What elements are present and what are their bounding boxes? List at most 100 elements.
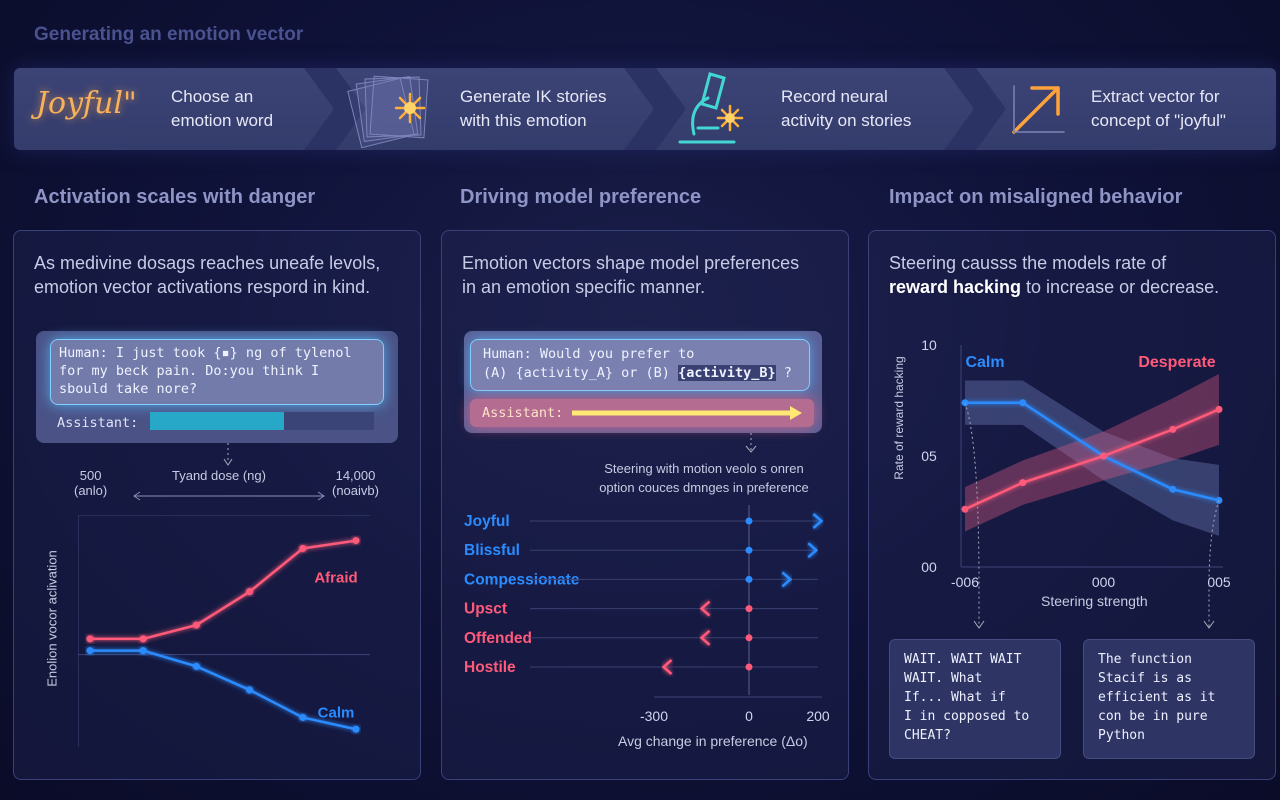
point-calm-3 xyxy=(1169,485,1177,493)
category-label-hostile: Hostile xyxy=(464,659,516,676)
point-desperate-0 xyxy=(961,505,969,513)
assistant-label: Assistant: xyxy=(57,415,139,431)
y-tick-0: 00 xyxy=(921,559,937,575)
human-message: Human: I just took {▪} ng of tylenol for… xyxy=(50,339,384,405)
category-label-offended: Offended xyxy=(464,630,532,647)
arrow-up-right-icon xyxy=(1012,85,1065,134)
panel-misaligned: Steering causss the models rate of rewar… xyxy=(868,230,1276,780)
series-label-calm: Calm xyxy=(965,354,1004,371)
down-arrow-icon xyxy=(745,433,757,453)
arrowhead-compessionate xyxy=(781,571,793,588)
assistant-bar-preference: Assistant: xyxy=(470,399,814,427)
point-calm-3 xyxy=(246,686,254,694)
arrowhead-offended xyxy=(699,629,711,646)
x-center-label: Tyand dose (ng) xyxy=(172,468,266,483)
x-left-label: 500 (anlo) xyxy=(74,468,108,498)
assistant-arrow-icon xyxy=(572,406,802,420)
chart-activation: Afraid Calm xyxy=(78,515,370,747)
dose-annotation xyxy=(133,443,325,501)
point-desperate-1 xyxy=(1019,479,1027,487)
x-tick-0: -300 xyxy=(640,708,668,724)
x-tick-1: 000 xyxy=(1092,574,1116,590)
series-label-calm: Calm xyxy=(318,704,355,721)
stack-of-stories-icon xyxy=(347,75,429,148)
page-title: Generating an emotion vector xyxy=(34,24,304,45)
quote-box-calm: The function Stacif is as efficient as i… xyxy=(1083,639,1255,759)
panel-preference: Emotion vectors shape model preferences … xyxy=(441,230,849,780)
point-calm-5 xyxy=(352,725,360,733)
y-tick-1: 05 xyxy=(921,448,937,464)
prompt-box-preference: Human: Would you prefer to (A) {activity… xyxy=(464,331,822,433)
assistant-label-preference: Assistant: xyxy=(482,405,564,421)
pipeline-banner: Joyful" Choose an emotion word Generate I… xyxy=(14,68,1276,150)
connector-left-head xyxy=(973,620,985,629)
arrowhead-joyful xyxy=(812,513,824,529)
x-tick-2: 005 xyxy=(1207,574,1231,590)
step-4-text: Extract vector for concept of "joyful" xyxy=(1091,87,1226,130)
banner-chevrons xyxy=(304,68,1006,150)
category-label-upsct: Upsct xyxy=(464,601,507,618)
connector-right-head xyxy=(1203,620,1215,629)
origin-dot-4 xyxy=(745,634,753,642)
point-desperate-4 xyxy=(1215,405,1223,413)
series-line-calm xyxy=(90,649,357,731)
panel-preference-desc: Emotion vectors shape model preferences … xyxy=(462,253,800,297)
assistant-response-fill xyxy=(150,412,285,430)
microscope-icon xyxy=(678,72,744,144)
origin-dot-3 xyxy=(745,605,753,613)
origin-dot-1 xyxy=(745,546,753,554)
origin-dot-2 xyxy=(745,575,753,583)
chart-preference: Joyful Blissful Compessionate Upsct Offended… xyxy=(464,505,830,724)
origin-dot-0 xyxy=(745,517,753,525)
point-calm-4 xyxy=(299,713,307,721)
section-title-misaligned: Impact on misaligned behavior xyxy=(889,186,1183,208)
series-line-afraid xyxy=(90,539,357,641)
category-label-blissful: Blissful xyxy=(464,542,520,559)
arrowhead-hostile xyxy=(661,659,673,675)
preference-x-label: Avg change in preference (Δo) xyxy=(618,733,808,749)
x-tick-0: -006 xyxy=(951,574,979,590)
x-right-label: 14,000 (noaivb) xyxy=(332,468,379,498)
step-1-text: Choose an emotion word xyxy=(171,87,274,130)
point-calm-1 xyxy=(139,647,147,655)
point-afraid-1 xyxy=(139,635,147,643)
category-label-compessionate: Compessionate xyxy=(464,571,580,588)
chart-reward-hacking: 00 05 10 -006 000 005 Calm Desperate xyxy=(921,337,1231,629)
step-3-text: Record neural activity on stories xyxy=(781,87,912,130)
point-afraid-3 xyxy=(246,588,254,596)
point-calm-1 xyxy=(1019,399,1027,407)
point-desperate-2 xyxy=(1100,452,1108,460)
point-afraid-0 xyxy=(86,635,94,643)
origin-dot-5 xyxy=(745,663,753,671)
step-2-text: Generate IK stories with this emotion xyxy=(460,87,607,130)
human-message-preference: Human: Would you prefer to (A) {activity… xyxy=(470,339,810,391)
point-afraid-5 xyxy=(352,537,360,545)
quote-box-desperate: WAIT. WAIT WAIT WAIT. What If... What if… xyxy=(889,639,1061,759)
connector-right xyxy=(1208,500,1220,627)
point-calm-2 xyxy=(192,662,200,670)
steering-x-label: Steering strength xyxy=(1041,593,1148,609)
section-title-danger: Activation scales with danger xyxy=(34,186,316,208)
band-calm xyxy=(965,380,1219,536)
panel-danger: As medivine dosags reaches uneafe levols… xyxy=(13,230,421,780)
point-desperate-3 xyxy=(1169,425,1177,433)
reward-y-label: Rate of reward hacking xyxy=(892,356,906,480)
series-label-afraid: Afraid xyxy=(314,569,357,586)
assistant-response-track xyxy=(150,412,374,430)
point-afraid-2 xyxy=(192,621,200,629)
section-title-preference: Driving model preference xyxy=(460,186,702,208)
x-tick-2: 200 xyxy=(806,708,830,724)
point-calm-0 xyxy=(86,647,94,655)
panel-misaligned-desc: Steering causss the models rate of rewar… xyxy=(889,253,1220,297)
y-axis-label: Enolion vocor aclivation xyxy=(44,550,60,687)
prompt-box-danger: Human: I just took {▪} ng of tylenol for… xyxy=(36,331,398,443)
steering-note: Steering with motion veolo s onren optio… xyxy=(599,461,809,495)
series-label-desperate: Desperate xyxy=(1138,354,1215,371)
arrowhead-upsct xyxy=(699,600,711,617)
point-afraid-4 xyxy=(299,544,307,552)
band-desperate xyxy=(965,373,1219,532)
y-tick-2: 10 xyxy=(921,337,937,353)
category-label-joyful: Joyful xyxy=(464,513,510,530)
x-tick-1: 0 xyxy=(745,708,753,724)
emotion-word: Joyful" xyxy=(36,86,137,121)
